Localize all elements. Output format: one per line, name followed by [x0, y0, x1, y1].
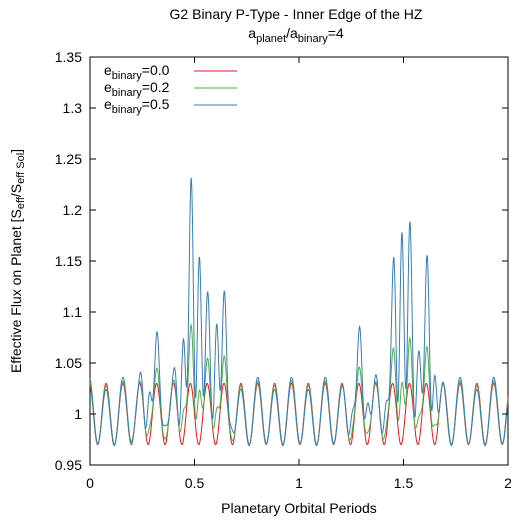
y-tick-label: 1.2 — [63, 202, 83, 218]
y-tick-label: 1.15 — [55, 253, 82, 269]
y-tick-label: 1.25 — [55, 151, 82, 167]
x-tick-label: 1.5 — [394, 475, 414, 491]
y-tick-label: 1.05 — [55, 355, 82, 371]
legend: ebinary=0.0 ebinary=0.2 ebinary=0.5 — [104, 62, 237, 116]
series-line-e2 — [89, 323, 509, 446]
x-axis-label: Planetary Orbital Periods — [221, 500, 377, 516]
x-tick-label: 1 — [295, 475, 303, 491]
legend-label-e2: ebinary=0.2 — [104, 79, 170, 99]
x-tick-label: 2 — [504, 475, 511, 491]
series-line-e5 — [89, 177, 509, 447]
x-tick-label: 0 — [86, 475, 94, 491]
y-tick-label: 1.3 — [63, 100, 83, 116]
y-tick-label: 1.35 — [55, 49, 82, 65]
legend-label-e5: ebinary=0.5 — [104, 96, 170, 116]
y-tick-label: 1.1 — [63, 304, 83, 320]
series-layer — [89, 177, 509, 447]
x-tick-label: 0.5 — [185, 475, 205, 491]
chart-title-line2: aplanet/abinary=4 — [248, 25, 344, 45]
chart-title-line1: G2 Binary P-Type - Inner Edge of the HZ — [170, 6, 423, 22]
y-tick-label: 0.95 — [55, 457, 82, 473]
legend-label-e0: ebinary=0.0 — [104, 62, 170, 82]
ticks-layer: 0 0.5 1 1.5 2 0.95 1 1.05 1.1 1.15 1.2 1.25 1.3 1.35 — [55, 49, 511, 491]
y-axis-label: Effective Flux on Planet [Seff/Seff Sol] — [8, 149, 27, 373]
y-tick-label: 1 — [74, 406, 82, 422]
